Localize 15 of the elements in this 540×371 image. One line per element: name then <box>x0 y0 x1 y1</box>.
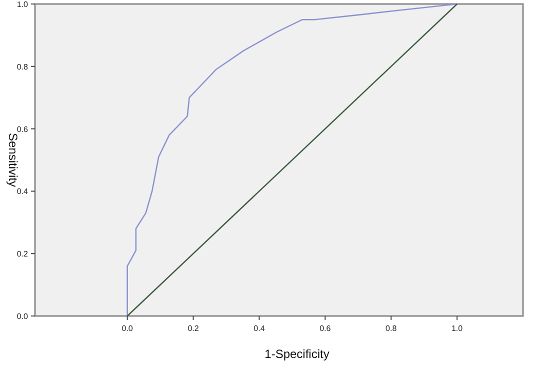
y-axis-title: Sensitivity <box>6 132 20 188</box>
y-tick-label: 0.2 <box>16 250 29 259</box>
y-tick-label: 0.0 <box>16 312 29 321</box>
y-tick-label: 1.0 <box>16 0 29 9</box>
x-tick-label: 0.8 <box>386 324 398 333</box>
x-axis-title: 1-Specificity <box>264 347 330 361</box>
x-tick-label: 0.6 <box>320 324 332 333</box>
line-series <box>126 3 458 317</box>
x-tick-label: 0.0 <box>122 324 134 333</box>
y-tick-label: 0.4 <box>16 187 29 196</box>
y-tick-label: 0.6 <box>16 124 29 134</box>
y-tick-label: 0.8 <box>16 62 29 72</box>
x-tick-label: 0.2 <box>188 324 200 333</box>
x-tick-label: 1.0 <box>451 324 464 333</box>
x-tick-label: 0.4 <box>254 324 266 333</box>
